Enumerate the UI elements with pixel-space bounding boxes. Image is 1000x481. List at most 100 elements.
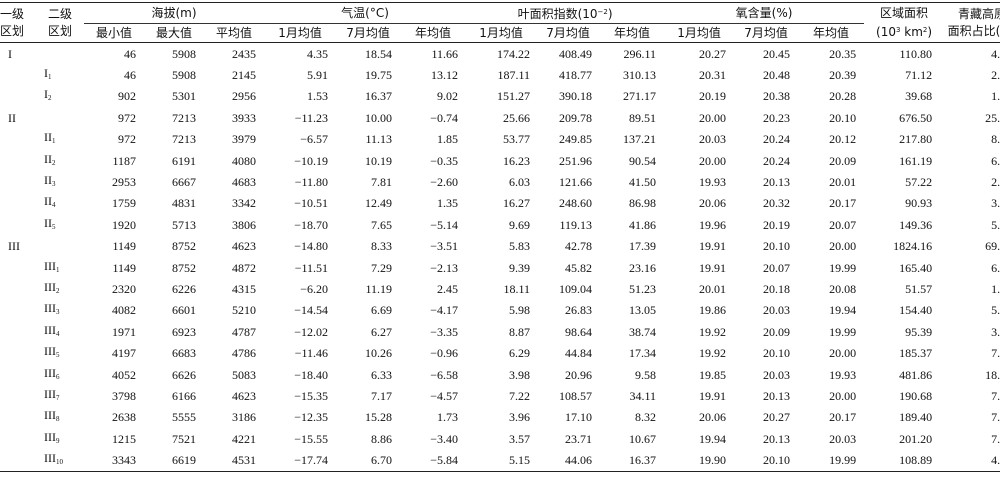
value-cell: 46 <box>124 68 136 83</box>
level2-label: III <box>44 451 56 466</box>
table-row: III2 2320 6226 4315 −6.20 11.19 2.45 18.11 109.0… <box>0 278 1000 299</box>
level1-cell <box>0 364 36 385</box>
value-cell: 95.39 <box>905 324 933 339</box>
value-cell: 16.27 <box>503 196 531 211</box>
level2-label: I <box>44 87 48 102</box>
value-cell: 5908 <box>172 46 196 61</box>
value-cell: 20.03 <box>763 303 791 318</box>
value-cell: 165.40 <box>899 260 933 275</box>
value-cell: 5908 <box>172 68 196 83</box>
value-cell: 23.16 <box>629 260 657 275</box>
header-area-unit-exp2: 2 <box>922 25 928 34</box>
header-area: 区域面积 (103 km2) <box>864 2 945 43</box>
level2-label: II <box>44 194 52 209</box>
value-cell: 7.29 <box>371 260 393 275</box>
table-row: III6 4052 6626 5083 −18.40 6.33 −6.58 3.98 20.96… <box>0 364 1000 385</box>
value-cell: 1.97 <box>991 281 1000 296</box>
value-cell: −15.55 <box>294 431 329 446</box>
value-cell: 3.48 <box>991 196 1000 211</box>
value-cell: 6.29 <box>509 346 531 361</box>
level2-subscript: 10 <box>56 458 63 467</box>
value-cell: −14.80 <box>294 239 329 254</box>
value-cell: 17.10 <box>565 410 593 425</box>
value-cell: 12.49 <box>365 196 393 211</box>
value-cell: 34.11 <box>629 388 657 403</box>
value-cell: 20.17 <box>829 410 857 425</box>
value-cell: 7.10 <box>991 346 1000 361</box>
header-area-line1: 区域面积 <box>880 5 929 20</box>
value-cell: 20.00 <box>829 388 857 403</box>
level2-subscript: 2 <box>56 286 60 295</box>
value-cell: 7.81 <box>371 175 393 190</box>
value-cell: 45.82 <box>565 260 593 275</box>
value-cell: 18.11 <box>503 281 531 296</box>
level1-cell <box>0 86 36 107</box>
level2-cell: III1 <box>36 257 84 278</box>
value-cell: 20.31 <box>699 68 727 83</box>
value-cell: 20.10 <box>763 453 791 468</box>
level1-cell <box>0 129 36 150</box>
value-cell: 90.93 <box>905 196 933 211</box>
value-cell: 1.73 <box>437 410 459 425</box>
value-cell: 20.03 <box>699 132 727 147</box>
value-cell: 3343 <box>112 453 136 468</box>
header-level1-line1: 一级 <box>0 6 25 21</box>
value-cell: 3186 <box>232 410 257 425</box>
value-cell: 20.48 <box>763 68 791 83</box>
value-cell: 1759 <box>112 196 136 211</box>
level1-cell: II <box>8 110 16 125</box>
value-cell: 3979 <box>232 132 257 147</box>
value-cell: −6.20 <box>300 281 329 296</box>
level2-subscript: 4 <box>52 201 56 210</box>
level1-cell <box>0 407 36 428</box>
table-row: III8 2638 5555 3186 −12.35 15.28 1.73 3.96 17.10… <box>0 407 1000 428</box>
value-cell: 10.00 <box>365 110 393 125</box>
value-cell: 6191 <box>172 153 196 168</box>
header-oxy-jul: 7月均值 <box>734 23 799 43</box>
value-cell: 3342 <box>232 196 257 211</box>
value-cell: −14.54 <box>294 303 329 318</box>
header-area-unit-pre: (10 <box>876 24 896 39</box>
header-temp-year: 年均值 <box>400 23 467 43</box>
value-cell: 20.12 <box>829 132 857 147</box>
value-cell: 20.06 <box>699 196 727 211</box>
value-cell: 1215 <box>112 431 136 446</box>
value-cell: 6667 <box>172 175 196 190</box>
level2-label: III <box>44 344 56 359</box>
value-cell: 6.27 <box>371 324 393 339</box>
value-cell: 20.01 <box>829 175 857 190</box>
value-cell: 15.28 <box>365 410 393 425</box>
value-cell: −15.35 <box>294 388 329 403</box>
value-cell: 4221 <box>232 431 257 446</box>
table-row: III3 4082 6601 5210 −14.54 6.69 −4.17 5.98 26.83… <box>0 300 1000 321</box>
value-cell: 20.10 <box>829 110 857 125</box>
value-cell: 6.70 <box>371 453 393 468</box>
level2-label: III <box>44 301 56 316</box>
value-cell: −3.51 <box>430 239 459 254</box>
table-row: III9 1215 7521 4221 −15.55 8.86 −3.40 3.57 23.71… <box>0 428 1000 449</box>
value-cell: 19.93 <box>829 367 857 382</box>
value-cell: 217.80 <box>899 132 933 147</box>
value-cell: −5.84 <box>430 453 459 468</box>
table-row: II3 2953 6667 4683 −11.80 7.81 −2.60 6.03 121.66… <box>0 171 1000 192</box>
value-cell: 20.18 <box>763 281 791 296</box>
value-cell: 4683 <box>232 175 257 190</box>
value-cell: 972 <box>118 110 136 125</box>
header-area-line2: (103 km2) <box>864 22 944 41</box>
value-cell: 20.08 <box>829 281 857 296</box>
value-cell: 108.89 <box>899 453 933 468</box>
value-cell: 8.87 <box>509 324 531 339</box>
value-cell: 3.57 <box>509 431 531 446</box>
value-cell: 151.27 <box>497 89 531 104</box>
value-cell: 19.91 <box>699 260 727 275</box>
level2-cell: III3 <box>36 300 84 321</box>
value-cell: 20.38 <box>763 89 791 104</box>
value-cell: 19.99 <box>829 324 857 339</box>
value-cell: 20.00 <box>829 239 857 254</box>
value-cell: 20.45 <box>763 46 791 61</box>
value-cell: 8752 <box>172 260 196 275</box>
table-row: III4 1971 6923 4787 −12.02 6.27 −3.35 8.87 98.64… <box>0 321 1000 342</box>
level2-subscript: 1 <box>56 265 60 274</box>
value-cell: 5.91 <box>991 303 1000 318</box>
value-cell: 20.24 <box>763 132 791 147</box>
